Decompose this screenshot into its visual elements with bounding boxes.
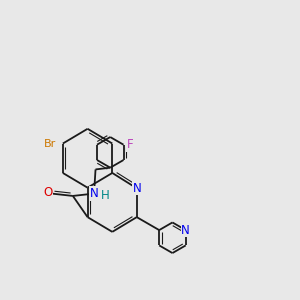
Text: F: F: [127, 138, 133, 151]
Text: N: N: [132, 182, 141, 195]
Text: Br: Br: [44, 139, 57, 148]
Text: H: H: [101, 189, 110, 203]
Text: N: N: [90, 187, 98, 200]
Text: O: O: [44, 186, 53, 199]
Text: N: N: [181, 224, 190, 237]
